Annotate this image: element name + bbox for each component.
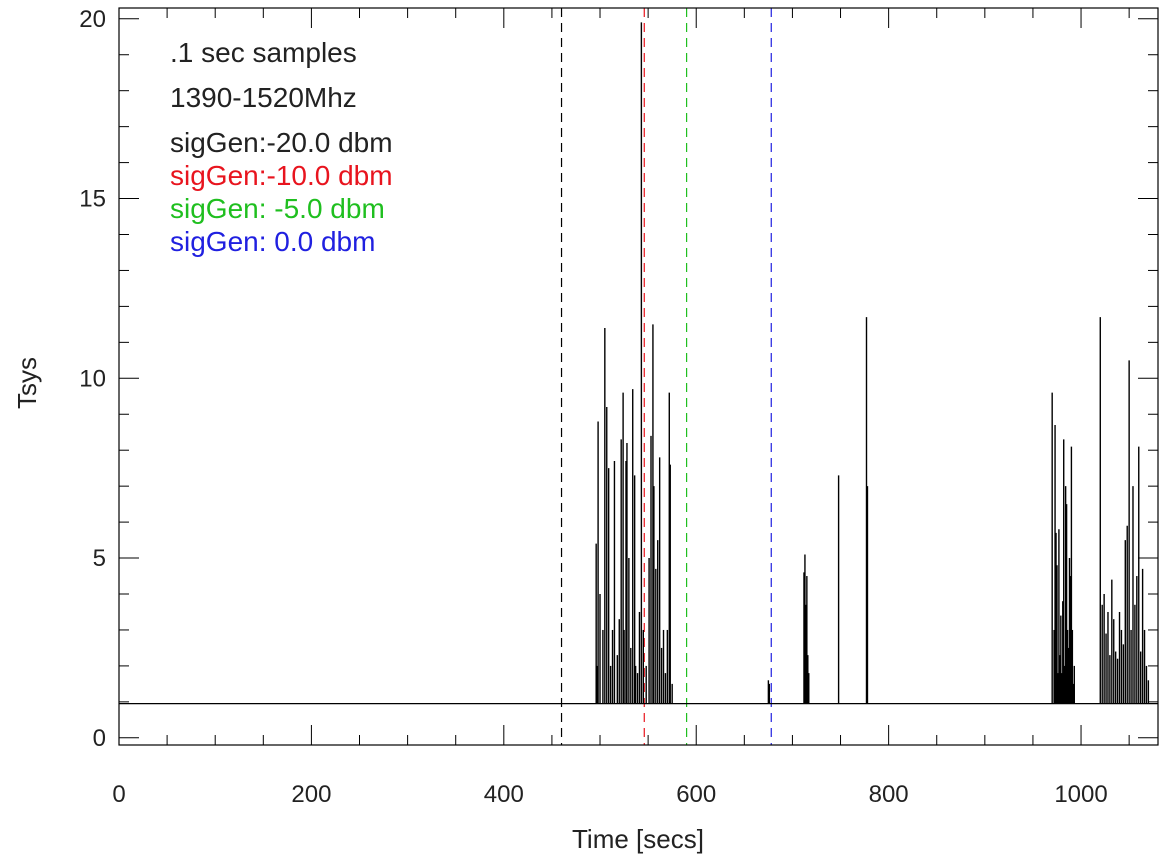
y-tick-label: 20	[79, 6, 106, 33]
series-lines	[119, 22, 1158, 705]
y-tick-label: 5	[93, 545, 106, 572]
legend-text: sigGen: 0.0 dbm	[170, 226, 375, 257]
x-tick-label: 600	[676, 781, 716, 808]
legend-annotations: .1 sec samples 1390-1520Mhz sigGen:-20.0 d…	[170, 37, 393, 257]
x-axis-title: Time [secs]	[572, 824, 704, 854]
plot-frame	[118, 7, 1159, 746]
x-tick-label: 800	[869, 781, 909, 808]
legend-text: sigGen: -5.0 dbm	[170, 193, 385, 224]
x-tick-label: 200	[291, 781, 331, 808]
x-tick-label: 1000	[1054, 781, 1107, 808]
axes	[118, 7, 1159, 746]
y-tick-label: 10	[79, 365, 106, 392]
y-axis-title: Tsys	[12, 357, 42, 409]
x-tick-label: 0	[112, 781, 125, 808]
legend-text: sigGen:-10.0 dbm	[170, 160, 393, 191]
y-tick-label: 15	[79, 186, 106, 213]
y-tick-label: 0	[93, 725, 106, 752]
ticks	[118, 8, 1158, 745]
legend-text: 1390-1520Mhz	[170, 82, 357, 113]
legend-text: sigGen:-20.0 dbm	[170, 127, 393, 158]
x-tick-label: 400	[484, 781, 524, 808]
marker-lines	[560, 8, 772, 745]
legend-text: .1 sec samples	[170, 37, 357, 68]
tick-labels: 0 200 400 600 800 1000 0 5 10 15 20	[79, 6, 1107, 808]
